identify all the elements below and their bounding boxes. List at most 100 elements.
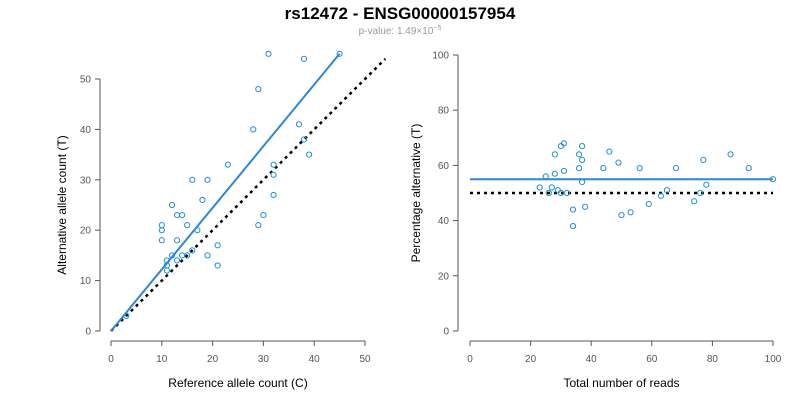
y-axis-label: Alternative allele count (T) [55, 135, 69, 274]
data-point [300, 136, 308, 143]
data-point [270, 161, 277, 168]
data-point [250, 126, 257, 133]
y-tick-label: 30 [80, 175, 92, 186]
x-tick-label: 100 [765, 354, 782, 365]
x-tick-label: 40 [586, 354, 598, 365]
data-point [336, 50, 343, 57]
x-tick-label: 20 [525, 354, 537, 365]
x-tick-label: 0 [108, 354, 114, 365]
y-tick-label: 80 [438, 106, 450, 117]
data-point [255, 222, 262, 229]
data-point [600, 165, 607, 172]
data-point [657, 192, 664, 199]
data-point [536, 184, 543, 191]
data-point [265, 50, 272, 57]
x-tick-label: 10 [156, 354, 168, 365]
y-tick-label: 100 [432, 51, 449, 62]
data-point [184, 222, 191, 229]
data-point [260, 211, 267, 219]
data-point [204, 176, 211, 183]
data-point [158, 227, 165, 234]
data-point [703, 181, 710, 188]
data-point [575, 165, 583, 172]
y-tick-label: 20 [80, 226, 92, 237]
x-tick-label: 40 [309, 354, 321, 365]
data-point [163, 267, 170, 274]
x-tick-label: 80 [707, 354, 719, 365]
data-point [700, 156, 707, 163]
data-point [184, 252, 191, 259]
data-point [179, 252, 186, 259]
data-point [691, 198, 698, 205]
data-point [270, 171, 277, 178]
subtitle-exponent: −5 [433, 25, 441, 32]
data-point [548, 184, 555, 191]
data-point [300, 55, 308, 62]
data-point [697, 189, 704, 197]
data-point [214, 242, 221, 249]
x-axis-label: Reference allele count (C) [168, 376, 307, 390]
data-point [672, 165, 680, 172]
data-point [158, 222, 165, 229]
data-point [551, 151, 558, 158]
left-scatter-plot: 0 10 20 30 40 50 0 10 20 30 40 50 Reference allele c… [55, 50, 387, 390]
data-point [579, 156, 586, 163]
data-point [189, 176, 196, 183]
data-point [618, 211, 625, 219]
data-point [204, 252, 211, 259]
chart-title: rs12472 - ENSG00000157954 [285, 4, 516, 23]
chart-subtitle: p-value: 1.49×10−5 [359, 25, 442, 37]
x-tick-label: 0 [467, 354, 473, 365]
data-point [255, 85, 262, 93]
data-point [545, 189, 552, 197]
y-axis-label: Percentage alternative (T) [409, 124, 423, 263]
y-tick-label: 40 [438, 216, 450, 227]
data-point [199, 196, 206, 204]
data-point [563, 189, 571, 197]
data-point [636, 165, 643, 172]
data-point [173, 211, 181, 219]
x-tick-label: 30 [258, 354, 270, 365]
data-point [627, 209, 634, 216]
data-point [560, 167, 568, 175]
data-point [645, 200, 652, 208]
data-point [295, 121, 303, 128]
fit-line [110, 53, 341, 332]
data-point [158, 237, 165, 244]
y-tick-label: 10 [80, 276, 92, 287]
data-point [582, 203, 589, 210]
data-point [168, 201, 176, 209]
data-point [214, 262, 221, 269]
x-axis-label: Total number of reads [563, 376, 679, 390]
data-point [179, 211, 186, 219]
y-tick-label: 20 [438, 271, 450, 282]
y-tick-label: 40 [80, 125, 92, 136]
data-point [306, 151, 313, 158]
right-scatter-plot: 0 20 40 60 80 100 0 20 40 60 80 100 Total number of … [409, 51, 782, 391]
y-tick-label: 0 [85, 327, 91, 338]
x-tick-label: 60 [646, 354, 658, 365]
data-point [569, 223, 577, 230]
data-point [224, 161, 231, 168]
data-point [606, 148, 613, 155]
data-point [173, 257, 181, 264]
subtitle-prefix: p-value: 1.49×10 [359, 26, 434, 37]
reference-line [110, 57, 387, 332]
data-point [270, 191, 277, 199]
data-point [189, 247, 196, 254]
data-point [557, 189, 565, 197]
data-point [663, 187, 671, 194]
y-tick-label: 50 [80, 75, 92, 86]
y-tick-label: 0 [443, 327, 449, 338]
data-point [745, 165, 752, 172]
x-tick-label: 50 [359, 354, 371, 365]
data-point [551, 170, 558, 177]
x-tick-label: 20 [207, 354, 219, 365]
data-point [569, 206, 577, 213]
data-point [560, 140, 568, 147]
data-point [579, 142, 586, 150]
data-point [615, 159, 622, 166]
data-point [173, 237, 181, 244]
data-point [575, 151, 583, 158]
